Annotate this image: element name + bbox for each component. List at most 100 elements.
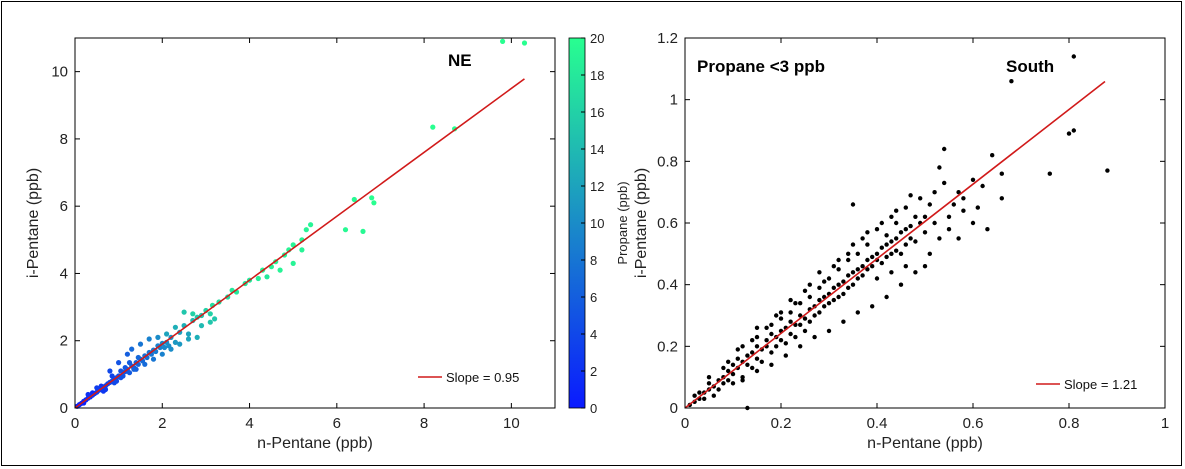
data-point	[860, 236, 865, 241]
data-point	[946, 227, 952, 232]
data-point	[970, 177, 976, 182]
data-point	[126, 370, 133, 376]
data-point	[764, 325, 769, 330]
data-point	[161, 344, 168, 351]
x-tick-label: 0.4	[867, 415, 888, 432]
data-point	[807, 294, 812, 300]
data-point	[879, 260, 884, 266]
data-point	[903, 264, 908, 269]
data-point	[946, 214, 952, 219]
y-tick-label: 0.8	[657, 153, 678, 170]
data-point	[999, 171, 1004, 176]
data-point	[168, 346, 174, 352]
data-point	[177, 341, 183, 347]
data-point	[874, 227, 880, 232]
colorbar-label: Propane (ppb)	[615, 181, 630, 264]
data-point	[802, 316, 808, 321]
data-point	[430, 124, 436, 130]
data-point	[212, 316, 218, 322]
data-point	[903, 205, 908, 210]
data-point	[817, 310, 822, 315]
data-point	[793, 301, 798, 306]
data-point	[769, 350, 774, 355]
data-point	[889, 251, 894, 256]
right-x-ticks: 0 0.2 0.4 0.6 0.8 1	[681, 38, 1169, 432]
data-point	[865, 257, 870, 263]
data-point	[961, 196, 966, 201]
x-tick-label: 1	[1161, 415, 1169, 432]
data-point	[764, 338, 769, 343]
data-point	[100, 388, 106, 394]
data-point	[894, 220, 899, 226]
data-point	[207, 319, 213, 325]
data-point	[778, 316, 784, 321]
data-point	[942, 146, 947, 152]
data-point	[754, 356, 760, 361]
data-point	[836, 267, 841, 272]
data-point	[850, 270, 856, 275]
data-point	[194, 334, 200, 340]
data-point	[860, 273, 865, 278]
y-tick-label: 0.6	[657, 215, 678, 232]
left-y-axis-label: i-Pentane (ppb)	[25, 168, 42, 278]
data-point	[702, 396, 707, 401]
data-point	[1066, 131, 1072, 136]
colorbar-tick-label: 14	[590, 142, 604, 157]
right-legend-label: Slope = 1.21	[1064, 377, 1137, 392]
data-point	[903, 227, 908, 232]
data-point	[850, 242, 856, 247]
data-point	[172, 339, 178, 345]
data-point	[970, 220, 976, 226]
data-point	[802, 328, 808, 334]
right-fit-line	[684, 80, 1106, 409]
left-y-ticks: 0 2 4 6 8 10	[51, 64, 555, 417]
data-point	[922, 264, 928, 269]
data-point	[754, 325, 760, 330]
data-point	[1105, 168, 1110, 173]
colorbar-tick-label: 10	[590, 216, 604, 231]
data-point	[107, 368, 113, 374]
data-point	[706, 381, 712, 386]
data-point	[778, 310, 784, 315]
data-point	[793, 334, 798, 340]
y-tick-label: 0.4	[657, 277, 678, 294]
data-point	[927, 202, 932, 207]
data-point	[745, 362, 750, 367]
data-point	[855, 310, 860, 315]
data-point	[855, 276, 860, 281]
y-tick-label: 2	[60, 333, 68, 350]
right-scatter-points	[687, 54, 1110, 411]
data-point	[150, 356, 157, 362]
data-point	[884, 233, 889, 238]
x-tick-label: 6	[333, 415, 341, 432]
data-point	[1071, 54, 1077, 59]
data-point	[913, 214, 918, 219]
data-point	[85, 391, 91, 398]
data-point	[913, 270, 918, 275]
data-point	[870, 254, 875, 260]
left-panel: 0 2 4 6 8 10 0 2 4 6 8 10 n-Pentane (ppb) i-Pentan…	[25, 31, 630, 452]
data-point	[884, 294, 889, 300]
data-point	[788, 331, 793, 337]
x-tick-label: 0.8	[1059, 415, 1080, 432]
x-tick-label: 10	[503, 415, 520, 432]
data-point	[1009, 79, 1014, 84]
data-point	[122, 365, 128, 371]
data-point	[932, 220, 937, 226]
left-x-axis-label: n-Pentane (ppb)	[257, 435, 373, 452]
data-point	[116, 360, 122, 366]
data-point	[999, 196, 1004, 201]
data-point	[730, 362, 736, 367]
data-point	[975, 205, 980, 210]
data-point	[884, 242, 889, 247]
data-point	[721, 365, 726, 371]
data-point	[726, 378, 731, 383]
y-tick-label: 4	[60, 265, 68, 282]
data-point	[937, 165, 942, 170]
data-point	[754, 344, 760, 349]
data-point	[159, 351, 165, 357]
data-point	[990, 153, 995, 158]
data-point	[735, 356, 740, 361]
colorbar-tick-label: 18	[590, 68, 604, 83]
